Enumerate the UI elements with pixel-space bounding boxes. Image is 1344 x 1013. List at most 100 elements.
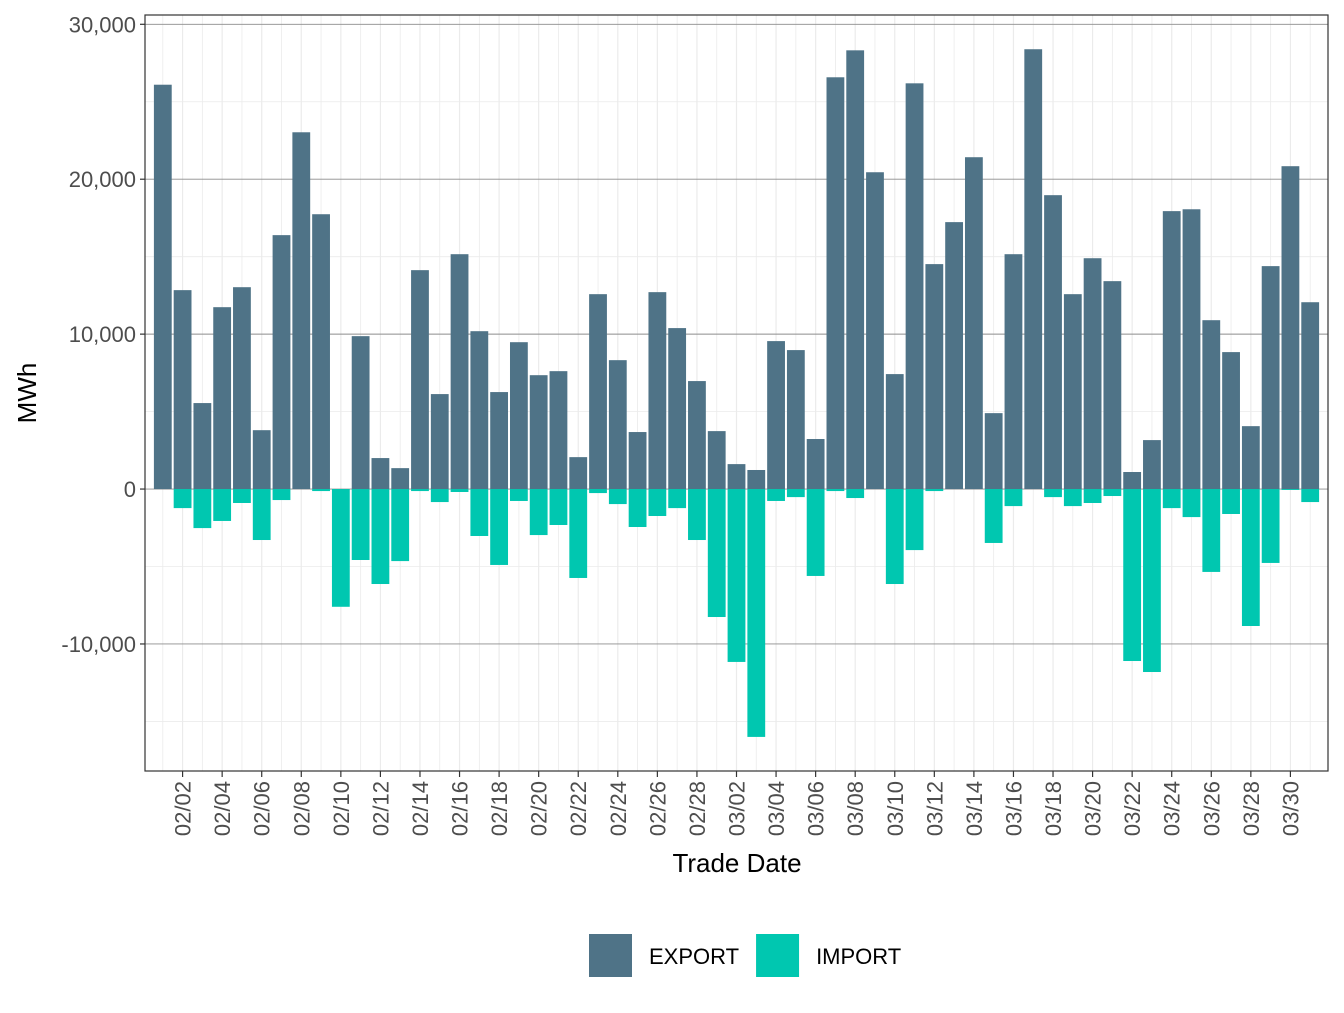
x-tick-label: 03/18 [1041, 781, 1066, 836]
bar [806, 439, 825, 490]
bar [1123, 472, 1142, 490]
bar [846, 489, 865, 499]
bar [1103, 281, 1122, 490]
bar [984, 489, 1003, 543]
bar [1103, 489, 1122, 497]
bar [371, 489, 390, 585]
y-axis-title: MWh [12, 363, 42, 424]
bar [509, 489, 528, 501]
bar [1202, 320, 1221, 490]
bar [1044, 195, 1062, 490]
bar [213, 489, 232, 521]
x-tick-label: 03/28 [1239, 781, 1264, 836]
bar [450, 489, 469, 492]
bar [1004, 489, 1023, 507]
bar [905, 489, 924, 551]
bar [1281, 489, 1300, 490]
bar [1123, 489, 1142, 662]
legend-label: EXPORT [649, 944, 739, 969]
bar [1261, 266, 1280, 490]
bar [727, 489, 746, 662]
bar [430, 394, 449, 490]
bar [984, 413, 1003, 490]
bar [490, 392, 509, 490]
bar [529, 489, 548, 536]
x-tick-label: 02/24 [606, 781, 631, 836]
bar [1143, 440, 1161, 490]
x-tick-label: 02/20 [527, 781, 552, 836]
axes: -10,000 0 10,000 20,000 30,000 02/02 02/04 02/0… [61, 12, 1303, 836]
bar [173, 489, 192, 509]
x-tick-label: 03/08 [843, 781, 868, 836]
bar [1241, 489, 1260, 626]
bar [233, 489, 251, 503]
bar [608, 489, 627, 505]
bar [193, 403, 212, 490]
x-tick-label: 02/18 [487, 781, 512, 836]
bar [767, 489, 785, 501]
y-tick-label: -10,000 [61, 632, 136, 657]
bar [1222, 352, 1240, 490]
bar [1182, 209, 1201, 490]
x-tick-label: 02/12 [368, 781, 393, 836]
bar [411, 489, 429, 492]
bar [391, 468, 410, 490]
bar [1222, 489, 1240, 514]
bar [589, 489, 607, 494]
bar [964, 157, 983, 490]
bar [391, 489, 410, 562]
bar [668, 328, 687, 490]
x-tick-label: 02/08 [289, 781, 314, 836]
bar [648, 489, 667, 517]
bar [272, 235, 291, 490]
bar [272, 489, 291, 501]
bar [628, 432, 647, 490]
bar [628, 489, 647, 528]
x-tick-label: 02/22 [566, 781, 591, 836]
bar [707, 489, 726, 618]
bar [688, 381, 706, 490]
bar [312, 489, 330, 492]
x-tick-label: 03/22 [1120, 781, 1145, 836]
bar [1063, 294, 1082, 490]
legend-label: IMPORT [816, 944, 901, 969]
bar [727, 464, 746, 490]
bar [1024, 49, 1043, 490]
x-tick-label: 03/30 [1278, 781, 1303, 836]
legend: EXPORT IMPORT [589, 934, 901, 977]
bar [786, 350, 805, 490]
legend-swatch [589, 934, 632, 977]
bar [1261, 489, 1280, 563]
bar [252, 489, 271, 541]
x-tick-label: 03/20 [1081, 781, 1106, 836]
bar [925, 264, 944, 490]
bar [1241, 426, 1260, 490]
y-tick-label: 20,000 [69, 167, 136, 192]
x-tick-label: 02/14 [408, 781, 433, 836]
x-tick-label: 03/04 [764, 781, 789, 836]
bar [648, 292, 667, 490]
bar [1083, 489, 1102, 503]
bar [1143, 489, 1161, 673]
bar [806, 489, 825, 576]
bar [490, 489, 509, 565]
bar [1301, 302, 1320, 490]
bar [1162, 489, 1181, 509]
x-tick-label: 03/02 [725, 781, 750, 836]
x-tick-label: 02/10 [329, 781, 354, 836]
bar [905, 83, 924, 490]
bar [1182, 489, 1201, 518]
bars [153, 49, 1320, 737]
bar [351, 489, 370, 561]
bar [885, 489, 904, 585]
bar [747, 489, 766, 737]
bar [153, 84, 172, 490]
bar [450, 254, 469, 490]
x-axis-title: Trade Date [672, 848, 801, 878]
x-tick-label: 02/16 [448, 781, 473, 836]
bar [688, 489, 706, 541]
x-tick-label: 03/26 [1199, 781, 1224, 836]
x-tick-label: 03/16 [1001, 781, 1026, 836]
bar [589, 294, 607, 490]
bar [549, 371, 568, 490]
